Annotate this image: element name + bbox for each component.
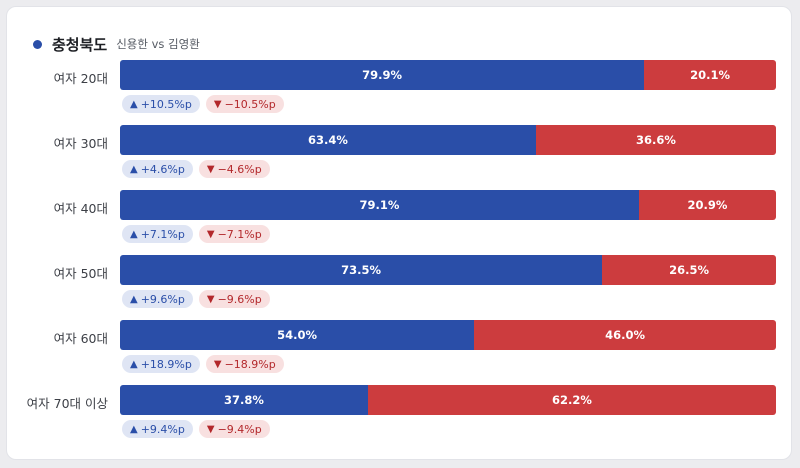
stacked-bar: 79.1% 20.9%: [120, 190, 776, 220]
bar-segment-candidate-b: 26.5%: [602, 255, 776, 285]
triangle-down-icon: ▼: [213, 358, 222, 370]
category-label: 여자 20대: [53, 71, 108, 86]
category-label: 여자 70대 이상: [26, 396, 108, 411]
change-up-badge: ▲ +9.4%p: [122, 420, 193, 438]
change-down-badge: ▼ −4.6%p: [198, 160, 270, 178]
change-up-value: +7.1%p: [140, 227, 185, 241]
bar-segment-candidate-a: 63.4%: [120, 125, 536, 155]
bar-segment-candidate-b: 20.1%: [644, 60, 776, 90]
change-down-badge: ▼ −9.4%p: [198, 420, 270, 438]
bar-segment-candidate-a: 54.0%: [120, 320, 475, 350]
bar-segment-candidate-a: 37.8%: [120, 385, 368, 415]
category-label: 여자 50대: [53, 266, 108, 281]
category-label: 여자 40대: [53, 201, 108, 216]
change-up-badge: ▲ +9.6%p: [122, 290, 193, 308]
stacked-bar: 63.4% 36.6%: [120, 125, 776, 155]
bar-row: 여자 40대 79.1% 20.9% ▲ +7.1%p ▼ −7.1%p: [0, 190, 800, 250]
change-down-value: −9.6%p: [217, 292, 262, 306]
stacked-bar: 37.8% 62.2%: [120, 385, 776, 415]
stacked-bar: 73.5% 26.5%: [120, 255, 776, 285]
bar-row: 여자 60대 54.0% 46.0% ▲ +18.9%p ▼ −18.9%p: [0, 320, 800, 380]
triangle-down-icon: ▼: [206, 293, 215, 305]
change-up-value: +9.4%p: [140, 422, 185, 436]
chart-header: 충청북도 신용한 vs 김영환: [33, 35, 200, 54]
change-up-value: +9.6%p: [140, 292, 185, 306]
bar-row: 여자 20대 79.9% 20.1% ▲ +10.5%p ▼ −10.5%p: [0, 60, 800, 120]
triangle-up-icon: ▲: [130, 98, 138, 110]
change-badges: ▲ +9.6%p ▼ −9.6%p: [122, 290, 270, 308]
bar-segment-candidate-b: 36.6%: [535, 125, 776, 155]
bar-segment-candidate-a: 79.1%: [120, 190, 639, 220]
category-label: 여자 30대: [53, 136, 108, 151]
triangle-up-icon: ▲: [130, 423, 138, 435]
change-badges: ▲ +10.5%p ▼ −10.5%p: [122, 95, 284, 113]
change-up-badge: ▲ +4.6%p: [122, 160, 193, 178]
triangle-up-icon: ▲: [130, 163, 138, 175]
bar-segment-candidate-b: 20.9%: [638, 190, 776, 220]
triangle-down-icon: ▼: [213, 98, 222, 110]
region-dot-icon: [33, 39, 42, 49]
change-up-value: +4.6%p: [140, 162, 185, 176]
stacked-bar: 54.0% 46.0%: [120, 320, 776, 350]
change-down-badge: ▼ −10.5%p: [205, 95, 284, 113]
change-badges: ▲ +4.6%p ▼ −4.6%p: [122, 160, 270, 178]
triangle-up-icon: ▲: [130, 358, 138, 370]
change-down-value: −7.1%p: [217, 227, 262, 241]
change-down-value: −18.9%p: [224, 357, 276, 371]
change-down-badge: ▼ −18.9%p: [205, 355, 284, 373]
triangle-down-icon: ▼: [206, 423, 215, 435]
bar-segment-candidate-b: 62.2%: [367, 385, 776, 415]
bar-row: 여자 50대 73.5% 26.5% ▲ +9.6%p ▼ −9.6%p: [0, 255, 800, 315]
change-up-badge: ▲ +18.9%p: [122, 355, 200, 373]
stacked-bar: 79.9% 20.1%: [120, 60, 776, 90]
bar-segment-candidate-b: 46.0%: [474, 320, 776, 350]
bar-row: 여자 30대 63.4% 36.6% ▲ +4.6%p ▼ −4.6%p: [0, 125, 800, 185]
change-up-value: +18.9%p: [140, 357, 192, 371]
region-title: 충청북도: [52, 35, 108, 54]
change-down-value: −9.4%p: [217, 422, 262, 436]
change-badges: ▲ +9.4%p ▼ −9.4%p: [122, 420, 270, 438]
triangle-down-icon: ▼: [206, 163, 215, 175]
triangle-down-icon: ▼: [206, 228, 215, 240]
bar-segment-candidate-a: 73.5%: [120, 255, 603, 285]
change-down-value: −10.5%p: [224, 97, 276, 111]
change-up-badge: ▲ +7.1%p: [122, 225, 193, 243]
bar-segment-candidate-a: 79.9%: [120, 60, 645, 90]
change-down-badge: ▼ −7.1%p: [198, 225, 270, 243]
triangle-up-icon: ▲: [130, 293, 138, 305]
change-badges: ▲ +7.1%p ▼ −7.1%p: [122, 225, 270, 243]
change-up-value: +10.5%p: [140, 97, 192, 111]
triangle-up-icon: ▲: [130, 228, 138, 240]
change-up-badge: ▲ +10.5%p: [122, 95, 200, 113]
matchup-subtitle: 신용한 vs 김영환: [116, 37, 200, 51]
category-label: 여자 60대: [53, 331, 108, 346]
change-badges: ▲ +18.9%p ▼ −18.9%p: [122, 355, 284, 373]
change-down-value: −4.6%p: [217, 162, 262, 176]
bar-row: 여자 70대 이상 37.8% 62.2% ▲ +9.4%p ▼ −9.4%p: [0, 385, 800, 445]
change-down-badge: ▼ −9.6%p: [198, 290, 270, 308]
